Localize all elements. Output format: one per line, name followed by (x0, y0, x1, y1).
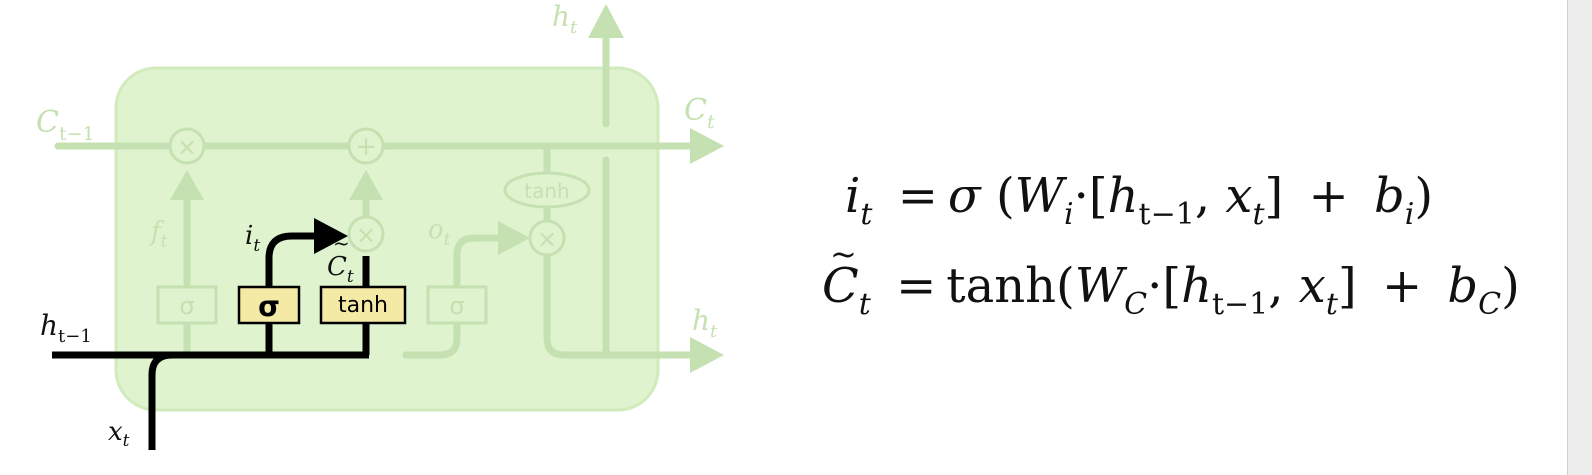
eq2-bias-sub: C (1478, 287, 1502, 322)
eq1-lhs: i (845, 168, 861, 224)
forget-multiply-op (168, 127, 206, 165)
eq2-dot: · (1147, 258, 1163, 314)
output-multiply-op (528, 219, 566, 257)
input-gate-arrowhead (314, 218, 348, 254)
input-gate-label: σ (258, 290, 280, 323)
eq1-bias-sub: i (1404, 197, 1415, 232)
input-gate-output-path (265, 232, 318, 287)
lstm-cell-box (114, 66, 660, 412)
eq2-lhs: C (822, 238, 859, 310)
eq2-lhs-sub: t (858, 287, 871, 322)
eq2-weight-sub: C (1124, 287, 1148, 322)
input-gate-equation: it = σ (Wi·[ht−1, xt] + bi) (845, 172, 1433, 230)
eq2-close-paren: ) (1501, 258, 1520, 314)
highlighted-labels: ht−1 xt it Ct ~ (40, 221, 354, 451)
faded-gates: σ σ (156, 285, 488, 325)
o-gate-label: ot (428, 215, 451, 250)
eq2-h-sub: t−1 (1211, 287, 1269, 322)
forget-multiply-symbol: × (177, 133, 197, 161)
eq1-x: x (1225, 168, 1253, 224)
cell-add-op (347, 127, 385, 165)
input-multiply-op (347, 215, 385, 253)
candidate-gate-box (319, 285, 407, 325)
input-multiply-symbol: × (356, 221, 376, 249)
h-right-arrowhead (690, 337, 724, 373)
c-tilde-accent: ~ (333, 231, 350, 255)
window-edge-scrollbar[interactable] (1567, 0, 1592, 475)
eq2-bracket-open: [ (1162, 258, 1182, 314)
forget-gate-label: σ (179, 292, 194, 320)
h-right-path (543, 250, 699, 359)
candidate-cell-equation: Ct =tanh(WC·[ht−1, xt] + bC) (822, 238, 1520, 320)
eq2-weight: W (1074, 258, 1125, 314)
eq1-weight-sub: i (1064, 197, 1074, 232)
highlighted-pathways (52, 232, 370, 450)
eq1-bracket-close: ] (1264, 168, 1284, 224)
eq2-h: h (1181, 258, 1212, 314)
eq2-x: x (1298, 258, 1326, 314)
eq1-func: σ (947, 168, 981, 224)
candidate-gate-label: tanh (338, 293, 388, 318)
faded-arrowheads (170, 4, 724, 373)
c-out-label: Ct (684, 93, 715, 133)
eq1-bias: b (1373, 168, 1405, 224)
output-gate-arrowhead (498, 221, 530, 255)
tanh-oval (503, 171, 591, 209)
eq1-lhs-sub: t (860, 197, 873, 232)
eq2-bracket-close: ] (1337, 258, 1357, 314)
forget-arrowhead (170, 170, 204, 200)
cell-add-symbol: + (355, 132, 377, 162)
eq1-dot: · (1073, 168, 1089, 224)
tanh-oval-label: tanh (524, 179, 569, 203)
eq2-open-paren: ( (1056, 258, 1075, 314)
c-prev-label: Ct−1 (36, 105, 95, 145)
c-tilde-label: Ct (327, 252, 354, 287)
eq1-open-paren: ( (995, 168, 1015, 224)
cell-state-arrowhead (690, 128, 724, 164)
faded-ops: × + × × tanh (168, 127, 591, 257)
eq1-bracket-open: [ (1088, 168, 1108, 224)
output-gate-label: σ (449, 292, 464, 320)
output-gate-box (426, 285, 488, 325)
eq1-plus: + (1308, 168, 1349, 224)
eq2-func: tanh (946, 258, 1057, 314)
output-multiply-symbol: × (537, 225, 557, 253)
eq1-weight: W (1014, 168, 1065, 224)
eq1-h-sub: t−1 (1138, 197, 1195, 232)
eq1-equals: = (897, 168, 938, 224)
plus-arrowhead (349, 170, 383, 200)
forget-gate-box (156, 285, 218, 325)
faded-labels: Ct−1 Ct ht ht ft ot (36, 0, 718, 342)
h-top-arrowhead (588, 4, 624, 38)
eq2-x-sub: t (1325, 287, 1338, 322)
h-top-label: ht (552, 0, 578, 38)
x-in-label: xt (108, 417, 130, 451)
eq2-equals: = (896, 258, 937, 314)
i-gate-label: it (245, 221, 260, 256)
h-prev-label: ht−1 (40, 309, 92, 347)
eq2-bias: b (1447, 258, 1479, 314)
eq1-h: h (1107, 168, 1139, 224)
x-input-path (148, 351, 173, 450)
eq1-x-sub: t (1252, 197, 1265, 232)
lstm-input-gate-diagram: × + × × tanh σ σ Ct−1 Ct ht ht ft o (36, 0, 724, 451)
eq2-plus: + (1381, 258, 1423, 314)
eq1-comma: , (1194, 168, 1211, 224)
eq2-comma: , (1268, 258, 1284, 314)
input-gate-box (237, 285, 301, 325)
eq1-close-paren: ) (1414, 168, 1434, 224)
h-right-label: ht (692, 304, 718, 342)
